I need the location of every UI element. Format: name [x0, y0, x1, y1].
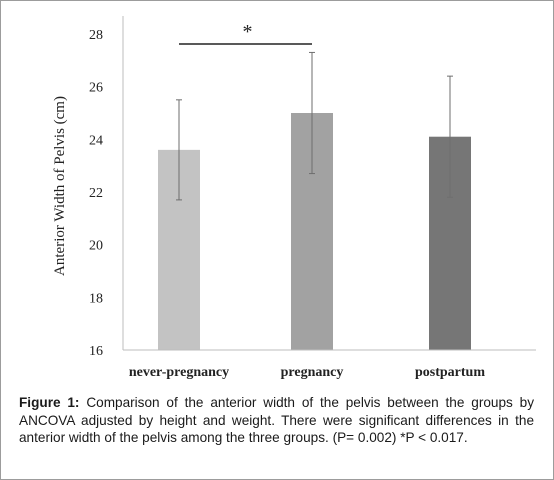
- y-tick-label: 24: [89, 133, 103, 148]
- y-tick-label: 18: [89, 291, 103, 306]
- caption-label: Figure 1:: [19, 395, 80, 410]
- y-tick-label: 28: [89, 28, 103, 43]
- y-axis-label: Anterior Width of Pelvis (cm): [52, 96, 68, 276]
- x-axis-ticks: never-pregnancy pregnancy postpartum: [129, 365, 486, 380]
- y-axis-ticks: 16 18 20 22 24 26 28: [89, 28, 103, 359]
- x-tick-label: never-pregnancy: [129, 365, 229, 380]
- x-tick-label: pregnancy: [281, 365, 344, 380]
- y-tick-label: 26: [89, 81, 103, 96]
- y-tick-label: 22: [89, 186, 103, 201]
- error-bars: [176, 51, 453, 201]
- y-tick-label: 16: [89, 344, 103, 359]
- figure-caption: Figure 1: Comparison of the anterior wid…: [19, 394, 534, 447]
- bar-chart: 16 18 20 22 24 26 28 never-pregnancy pregnancy p…: [52, 16, 536, 380]
- bars: [158, 113, 471, 350]
- x-tick-label: postpartum: [415, 365, 485, 380]
- y-tick-label: 20: [89, 239, 103, 254]
- significance-marker: *: [243, 21, 253, 43]
- caption-text: Comparison of the anterior width of the …: [19, 395, 535, 445]
